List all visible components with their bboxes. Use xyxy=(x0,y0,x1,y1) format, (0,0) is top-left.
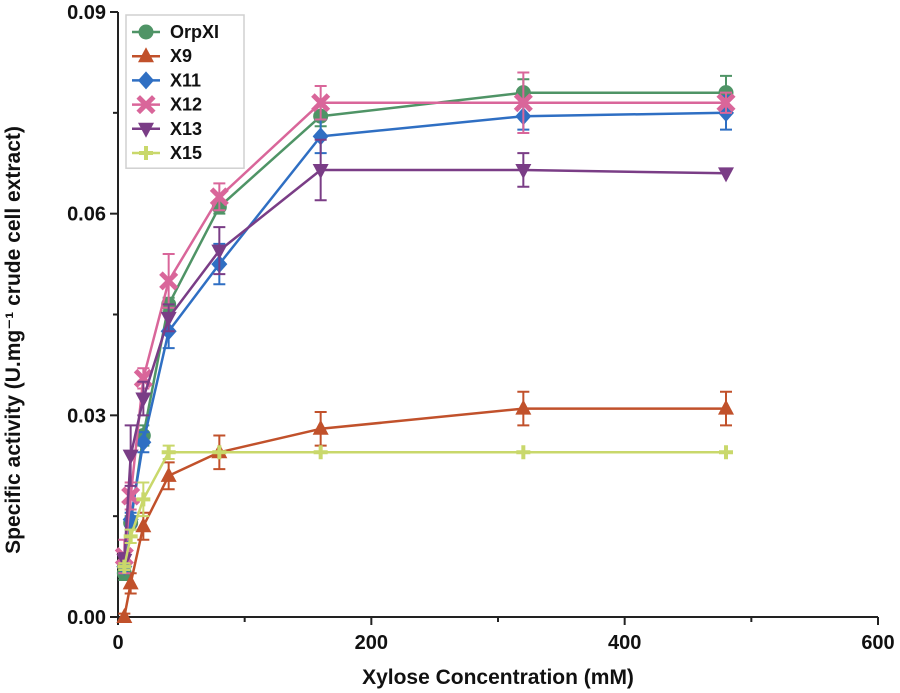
data-point-x15 xyxy=(313,445,328,460)
legend-label-orpxi: OrpXI xyxy=(170,22,219,42)
data-point-x13 xyxy=(122,449,139,465)
data-point-x12 xyxy=(159,271,179,291)
x-tick-label: 400 xyxy=(608,632,641,654)
legend-box xyxy=(125,14,245,169)
data-point-x9 xyxy=(312,419,329,435)
data-point-x11 xyxy=(135,433,152,452)
data-point-x9 xyxy=(116,608,133,623)
data-point-x15 xyxy=(161,445,176,460)
data-point-x13 xyxy=(312,163,329,179)
series-line-x12 xyxy=(123,101,726,557)
data-point-x12 xyxy=(209,187,229,207)
data-point-x12 xyxy=(311,93,331,113)
legend-entry-x13: X13 xyxy=(132,119,202,139)
data-point-x12 xyxy=(716,93,736,113)
legend-entry-x15: X15 xyxy=(132,143,202,163)
plot-area xyxy=(114,71,736,623)
legend-marker-x13 xyxy=(138,122,154,138)
data-point-x9 xyxy=(160,466,177,482)
x-tick-label: 200 xyxy=(355,632,388,654)
series-x13 xyxy=(116,138,734,569)
data-point-x15 xyxy=(136,492,151,507)
data-point-x15 xyxy=(123,529,138,544)
data-point-x9 xyxy=(135,517,152,533)
data-point-x12 xyxy=(513,93,533,113)
data-point-x13 xyxy=(160,311,177,327)
legend-marker-orpxi xyxy=(138,24,154,40)
series-line-x13 xyxy=(123,168,727,560)
x-axis-title: Xylose Concentration (mM) xyxy=(362,666,634,689)
data-point-x13 xyxy=(211,244,228,260)
x-tick-label: 600 xyxy=(861,632,894,654)
legend-label-x15: X15 xyxy=(170,143,202,163)
y-tick-label: 0.03 xyxy=(67,405,106,427)
data-point-x9 xyxy=(515,399,532,415)
y-tick-label: 0.09 xyxy=(67,2,106,24)
data-point-x12 xyxy=(121,486,141,506)
series-line-x9 xyxy=(123,407,726,618)
data-point-x11 xyxy=(312,127,329,146)
data-point-x9 xyxy=(718,399,734,415)
legend-entry-orpxi: OrpXI xyxy=(132,22,219,42)
legend-label-x13: X13 xyxy=(170,119,202,139)
legend-marker-x9 xyxy=(138,47,154,63)
data-point-x15 xyxy=(719,445,733,460)
legend-label-x12: X12 xyxy=(170,95,202,115)
series-x9 xyxy=(116,390,734,623)
legend-marker-x12 xyxy=(136,95,156,115)
data-point-x15 xyxy=(117,559,132,574)
legend-label-x11: X11 xyxy=(170,70,201,90)
data-point-x13 xyxy=(718,167,734,183)
series-line-x11 xyxy=(123,111,727,567)
legend-marker-x15 xyxy=(139,146,153,160)
data-point-x15 xyxy=(516,445,531,460)
y-tick-label: 0.00 xyxy=(67,607,106,629)
legend: OrpXI X9 X11 X12 X13 X15 xyxy=(125,14,245,169)
x-tick-label: 0 xyxy=(112,632,123,654)
legend-entry-x11: X11 xyxy=(132,70,201,90)
data-point-x13 xyxy=(515,163,532,179)
axes: 0.00 0.03 0.06 0.09 0 200 400 600 xyxy=(67,2,895,654)
y-axis-title: Specific activity (U.mg⁻¹ crude cell ext… xyxy=(2,126,25,554)
legend-entry-x12: X12 xyxy=(132,95,202,115)
series-line-x15 xyxy=(123,451,726,567)
data-point-x15 xyxy=(212,445,227,460)
y-tick-label: 0.06 xyxy=(67,204,106,226)
series-x15 xyxy=(117,444,733,574)
legend-entry-x9: X9 xyxy=(132,46,192,66)
data-point-x13 xyxy=(135,392,152,408)
legend-label-x9: X9 xyxy=(170,46,192,66)
legend-marker-x11 xyxy=(138,71,154,90)
data-point-x9 xyxy=(122,574,139,590)
